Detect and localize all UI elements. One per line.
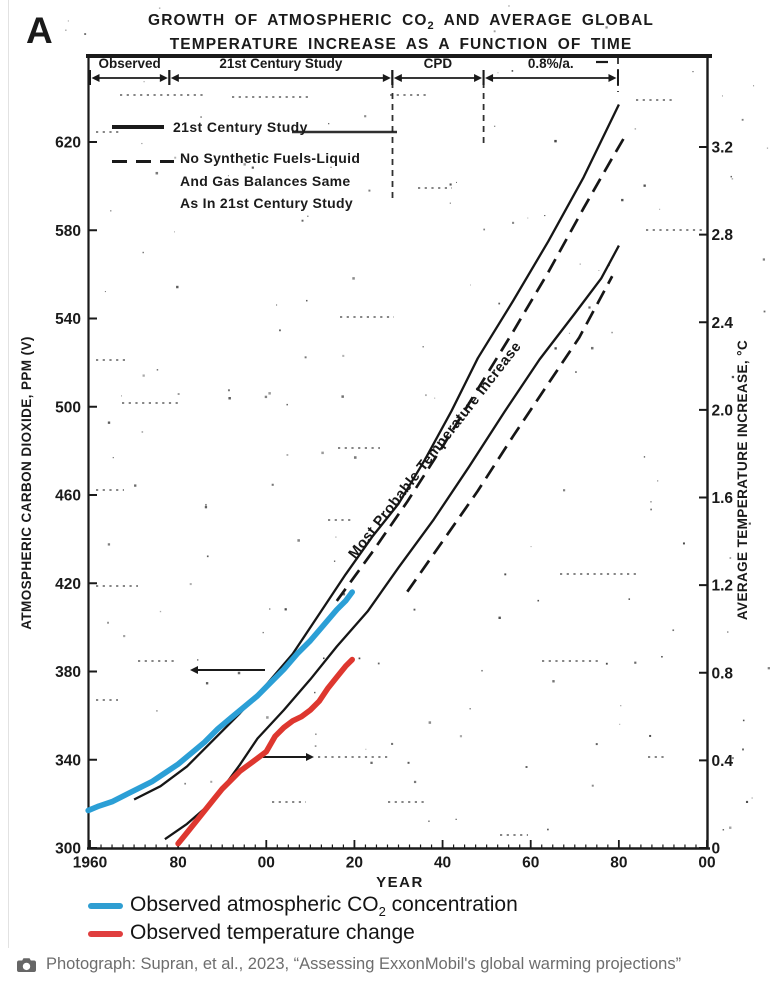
y-left-tick-label: 500 xyxy=(55,399,81,416)
phase-bracket-label: 21st Century Study xyxy=(219,56,343,71)
plot-legend: 21st Century Study No Synthetic Fuels-Li… xyxy=(112,119,360,215)
key-item-co2: Observed atmospheric CO2 concentration xyxy=(88,892,518,920)
y-left-axis-title: ATMOSPHERIC CARBON DIOXIDE, PPM (V) xyxy=(19,336,34,630)
temp-projection-solid xyxy=(164,245,620,841)
caption-text: Photograph: Supran, et al., 2023, “Asses… xyxy=(46,955,682,973)
x-tick-label: 20 xyxy=(346,855,363,872)
y-left-tick-label: 300 xyxy=(55,841,81,858)
phase-bracket-label: Observed xyxy=(99,56,161,71)
y-left-tick-label: 620 xyxy=(55,135,81,152)
chart-title-line1: GROWTH OF ATMOSPHERIC CO2 AND AVERAGE GL… xyxy=(148,12,654,33)
red-line-swatch xyxy=(88,931,123,937)
article-left-rule xyxy=(8,0,9,948)
key-label: Observed atmospheric CO2 concentration xyxy=(130,892,518,920)
chart-title-line2: TEMPERATURE INCREASE AS A FUNCTION OF TI… xyxy=(169,35,633,53)
dashed-line-swatch xyxy=(112,160,174,164)
phase-brackets: Observed 21st Century Study CPD 0.8%/a. xyxy=(89,56,619,85)
legend-item-solid: 21st Century Study xyxy=(112,119,360,135)
y-right-tick-label: 0.8 xyxy=(712,665,734,682)
y-right-axis-title: AVERAGE TEMPERATURE INCREASE, °C xyxy=(735,340,750,620)
observed-co2 xyxy=(85,589,355,814)
phase-bracket-label: CPD xyxy=(424,56,453,71)
x-tick-label: 60 xyxy=(522,855,539,872)
y-left-tick-label: 380 xyxy=(55,664,81,681)
legend-label: No Synthetic Fuels-Liquid And Gas Balanc… xyxy=(180,150,361,211)
solid-line-swatch xyxy=(112,125,164,129)
co2-projection-dashed xyxy=(335,134,627,602)
chart-title: GROWTH OF ATMOSPHERIC CO2 AND AVERAGE GL… xyxy=(95,12,707,53)
y-right-tick-label: 0.4 xyxy=(712,753,734,770)
key-label: Observed temperature change xyxy=(130,920,415,944)
x-axis: 1960 80 00 20 40 60 80 00 YEAR xyxy=(73,840,716,891)
panel-label: A xyxy=(26,10,53,51)
y-axis-right: 0 0.4 0.8 1.2 1.6 2.0 2.4 2.8 3.2 AVERAGE TEMPERA… xyxy=(699,140,750,858)
y-right-tick-label: 1.2 xyxy=(712,578,734,595)
y-left-tick-label: 580 xyxy=(55,223,81,240)
scan-noise xyxy=(65,5,770,836)
y-axis-left: 300 340 380 420 460 500 540 580 620 ATMOSPHERIC C… xyxy=(19,135,97,858)
axis-pointer-arrows xyxy=(190,666,314,761)
y-left-tick-label: 460 xyxy=(55,488,81,505)
y-right-tick-label: 3.2 xyxy=(712,140,734,157)
x-tick-label: 80 xyxy=(610,855,627,872)
y-left-tick-label: 420 xyxy=(55,576,81,593)
x-axis-title: YEAR xyxy=(376,874,424,891)
legend-label: 21st Century Study xyxy=(173,119,308,135)
plot-frame xyxy=(86,54,712,850)
y-left-tick-label: 540 xyxy=(55,311,81,328)
temp-projection-dashed xyxy=(406,275,614,593)
figure-key: Observed atmospheric CO2 concentration O… xyxy=(88,892,518,948)
camera-icon xyxy=(17,958,36,972)
key-item-temp: Observed temperature change xyxy=(88,920,518,948)
legend-item-dashed: No Synthetic Fuels-Liquid And Gas Balanc… xyxy=(112,147,360,215)
y-left-tick-label: 340 xyxy=(55,752,81,769)
data-series xyxy=(85,103,627,847)
y-right-tick-label: 0 xyxy=(712,841,721,858)
y-right-tick-label: 2.0 xyxy=(712,402,734,419)
y-right-tick-label: 1.6 xyxy=(712,490,734,507)
x-tick-label: 00 xyxy=(698,855,715,872)
x-tick-label: 1960 xyxy=(73,855,107,872)
photo-caption: Photograph: Supran, et al., 2023, “Asses… xyxy=(17,955,681,974)
phase-bracket-label: 0.8%/a. xyxy=(528,56,574,71)
y-right-tick-label: 2.4 xyxy=(712,315,734,332)
observed-temp xyxy=(175,656,355,847)
co2-projection-solid xyxy=(133,103,620,801)
x-tick-label: 00 xyxy=(258,855,275,872)
x-tick-label: 80 xyxy=(170,855,187,872)
x-tick-label: 40 xyxy=(434,855,451,872)
blue-line-swatch xyxy=(88,903,123,909)
y-right-tick-label: 2.8 xyxy=(712,227,734,244)
